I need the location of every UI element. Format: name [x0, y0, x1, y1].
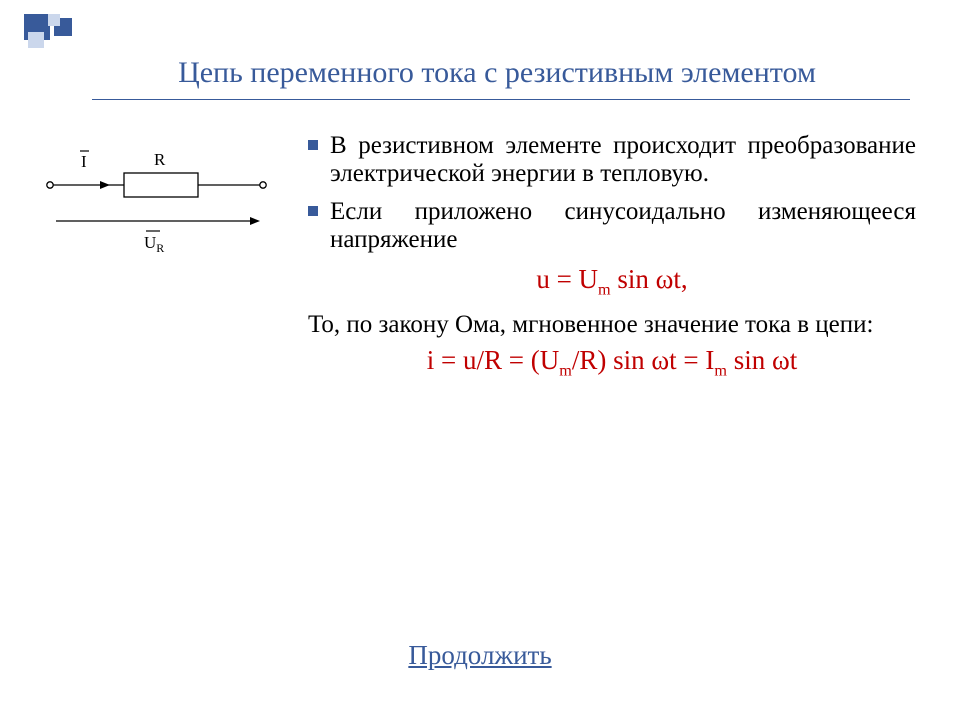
slide-title: Цепь переменного тока с резистивным элем… — [94, 56, 900, 90]
continue-link-wrap: Продолжить — [0, 640, 960, 671]
formula-2: i = u/R = (Um/R) sin ωt = Im sin ωt — [308, 345, 916, 380]
u-label: UR — [144, 233, 164, 255]
continue-link[interactable]: Продолжить — [408, 640, 551, 670]
paragraph: То, по закону Ома, мгновенное значение т… — [308, 311, 916, 339]
bullet-icon — [308, 198, 330, 254]
bullet-icon — [308, 132, 330, 188]
slide-body: В резистивном элементе происходит преобр… — [308, 132, 916, 393]
formula-1: u = Um sin ωt, — [308, 264, 916, 299]
corner-decoration — [24, 14, 114, 54]
bullet-text: Если приложено синусоидально изменяющеес… — [330, 198, 916, 254]
i-label: I — [81, 152, 87, 171]
r-label: R — [154, 150, 166, 169]
bullet-text: В резистивном элементе происходит преобр… — [330, 132, 916, 188]
title-underline — [92, 99, 910, 100]
circuit-diagram: I R UR — [32, 135, 292, 255]
